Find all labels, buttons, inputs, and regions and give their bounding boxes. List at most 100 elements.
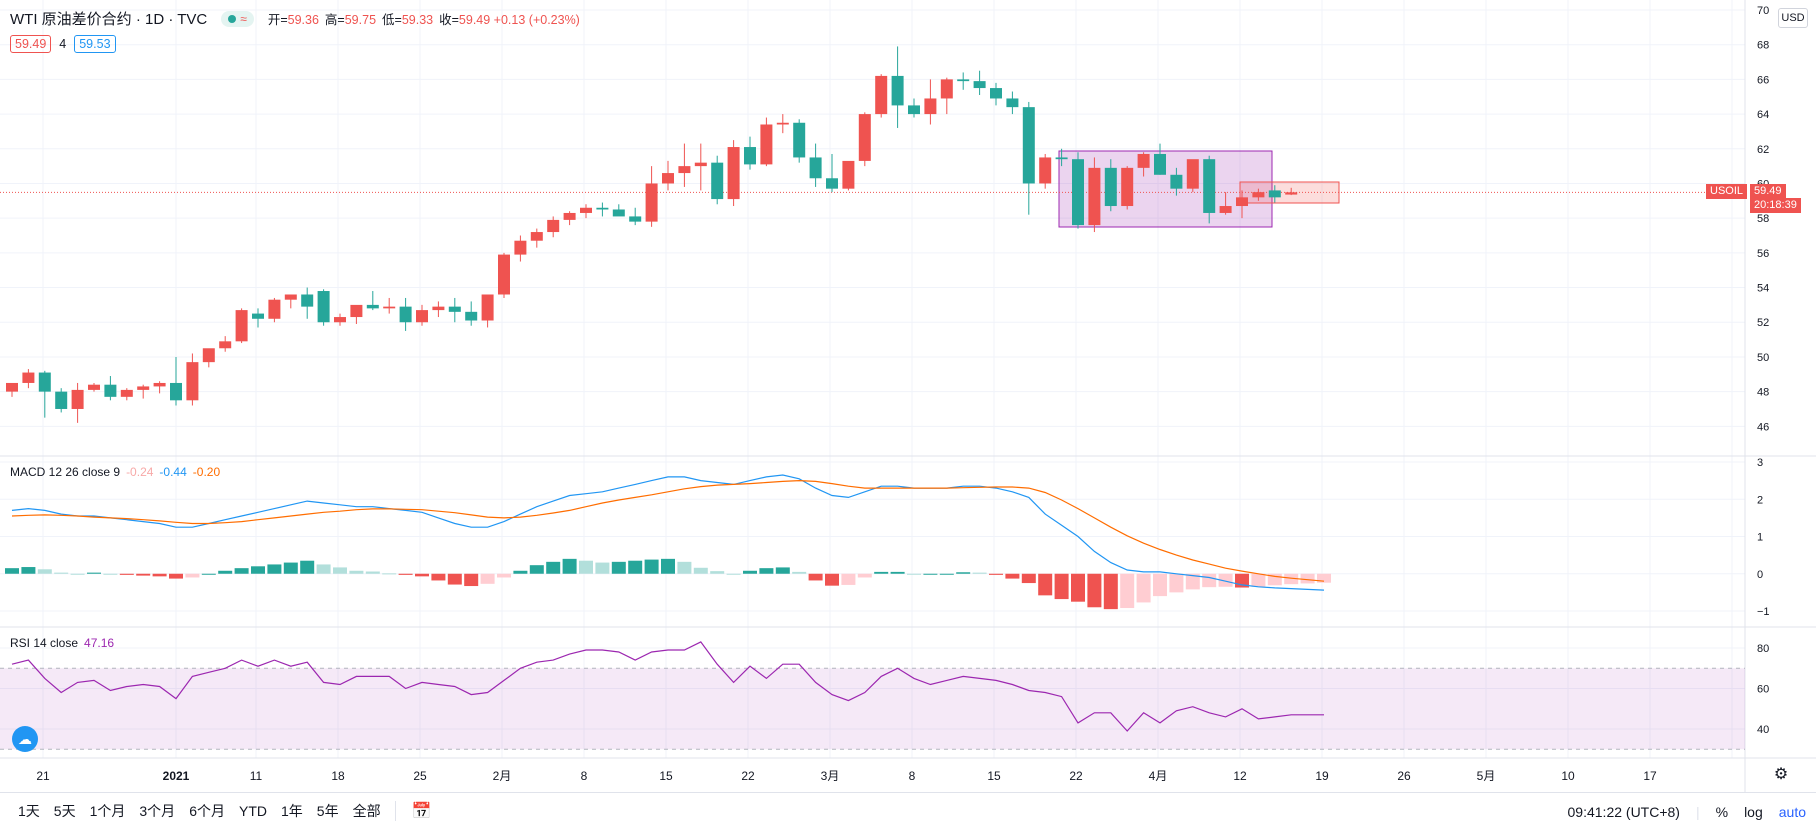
- candle-body: [1219, 206, 1232, 213]
- macd-histogram-bar: [21, 567, 36, 574]
- macd-histogram-bar: [1251, 573, 1266, 587]
- candle-body: [645, 183, 658, 222]
- candle-body: [1170, 174, 1183, 189]
- time-tick-label: 3月: [821, 769, 840, 783]
- candle-body: [38, 372, 51, 392]
- ohlc-key: 低=: [382, 13, 402, 27]
- rsi-value: 47.16: [84, 636, 115, 650]
- ohlc-key: 开=: [267, 13, 288, 27]
- macd-histogram-bar: [743, 570, 757, 574]
- spread-value: 4: [59, 37, 67, 51]
- rsi-name[interactable]: RSI 14 close: [10, 636, 79, 650]
- macd-histogram-bar: [595, 562, 610, 574]
- tradingview-logo-icon[interactable]: ☁: [12, 726, 38, 752]
- macd-histogram-bar: [54, 572, 69, 574]
- macd-histogram-bar: [5, 568, 19, 574]
- timeframe-button[interactable]: 6个月: [189, 803, 225, 819]
- macd-histogram-bar: [1218, 573, 1233, 587]
- candle-body: [514, 240, 527, 255]
- candle-body: [809, 157, 822, 179]
- macd-histogram-bar: [939, 573, 954, 575]
- macd-histogram-bar: [513, 570, 528, 574]
- timeframe-button[interactable]: 5年: [316, 803, 339, 819]
- price-tick-label: 46: [1757, 421, 1769, 433]
- candle-body: [924, 98, 937, 115]
- candle-body: [268, 299, 281, 319]
- timestamp[interactable]: 09:41:22 (UTC+8): [1567, 803, 1680, 820]
- candle-body: [1055, 157, 1068, 160]
- timeframe-button[interactable]: 全部: [352, 803, 381, 819]
- macd-histogram-bar: [152, 573, 167, 577]
- candle-body: [252, 313, 264, 319]
- chart-canvas[interactable]: 46485052545658606264666870−1012340608021…: [0, 0, 1816, 792]
- bottom-toolbar: 1天 5天 1个月 3个月 6个月 YTD 1年 5年 全部 📅 09:41:22 (UTC+8…: [0, 792, 1816, 829]
- symbol-title[interactable]: WTI 原油差价合约 · 1D · TVC: [10, 11, 208, 28]
- candle-body: [350, 304, 363, 318]
- time-tick-label: 4月: [1149, 769, 1168, 783]
- macd-histogram-bar: [972, 572, 987, 574]
- price-tick-label: 48: [1757, 387, 1769, 399]
- log-scale-button[interactable]: log: [1744, 803, 1763, 820]
- macd-histogram-bar: [628, 560, 643, 574]
- macd-histogram-bar: [37, 569, 52, 574]
- macd-histogram-bar: [365, 571, 380, 574]
- auto-scale-button[interactable]: auto: [1778, 803, 1806, 820]
- macd-histogram-bar: [169, 573, 183, 579]
- macd-histogram-bar: [1284, 573, 1299, 585]
- macd-histogram-bar: [349, 570, 364, 574]
- sell-price[interactable]: 59.49: [10, 35, 52, 53]
- timeframe-button[interactable]: 5天: [53, 803, 76, 819]
- macd-histogram-bar: [890, 571, 905, 574]
- macd-histogram-bar: [874, 571, 889, 574]
- macd-histogram-bar: [447, 573, 462, 585]
- macd-histogram-bar: [333, 567, 347, 574]
- candle-body: [744, 147, 756, 165]
- calendar-icon[interactable]: 📅: [411, 803, 432, 820]
- wave-icon: ≈: [240, 11, 247, 26]
- macd-value: -0.44: [159, 465, 187, 479]
- candle-body: [580, 207, 592, 213]
- macd-histogram-bar: [1202, 573, 1217, 588]
- macd-name[interactable]: MACD 12 26 close 9: [10, 465, 121, 479]
- time-tick-label: 8: [909, 769, 916, 783]
- macd-hist-value: -0.24: [126, 465, 154, 479]
- macd-histogram-bar: [956, 572, 971, 574]
- macd-histogram-bar: [1038, 573, 1053, 596]
- candle-body: [71, 389, 84, 409]
- candle-body: [908, 105, 920, 115]
- candle-body: [399, 306, 412, 323]
- macd-histogram-bar: [87, 572, 101, 574]
- candle-body: [694, 162, 707, 167]
- timeframe-button[interactable]: YTD: [238, 803, 267, 819]
- visibility-toggle[interactable]: ≈: [221, 10, 254, 27]
- macd-histogram-bar: [1120, 573, 1135, 609]
- macd-histogram-bar: [218, 570, 233, 574]
- candle-body: [1268, 190, 1281, 198]
- timeframe-button[interactable]: 3个月: [139, 803, 176, 819]
- candle-body: [530, 232, 543, 241]
- macd-histogram-bar: [316, 564, 331, 574]
- candle-body: [678, 166, 691, 174]
- percent-scale-button[interactable]: %: [1715, 803, 1729, 820]
- currency-unit[interactable]: USD: [1778, 8, 1808, 28]
- macd-histogram-bar: [825, 573, 839, 586]
- macd-histogram-bar: [103, 573, 118, 575]
- macd-histogram-bar: [185, 573, 200, 578]
- gear-icon[interactable]: ⚙: [1773, 766, 1789, 783]
- macd-histogram-bar: [201, 573, 216, 575]
- macd-tick-label: 3: [1757, 457, 1763, 469]
- trade-box: 59.49 4 59.53: [10, 35, 116, 53]
- timeframe-button[interactable]: 1天: [18, 803, 40, 819]
- macd-histogram-bar: [300, 560, 315, 574]
- timeframe-button[interactable]: 1年: [280, 803, 303, 819]
- candle-body: [1121, 167, 1134, 207]
- candle-body: [629, 216, 642, 222]
- rsi-tick-label: 40: [1757, 724, 1769, 736]
- candle-body: [662, 173, 674, 184]
- buy-price[interactable]: 59.53: [74, 35, 116, 53]
- candle-body: [186, 362, 199, 401]
- macd-histogram-bar: [70, 573, 85, 575]
- candle-body: [842, 160, 855, 189]
- timeframe-button[interactable]: 1个月: [89, 803, 126, 819]
- macd-histogram-bar: [1005, 573, 1020, 579]
